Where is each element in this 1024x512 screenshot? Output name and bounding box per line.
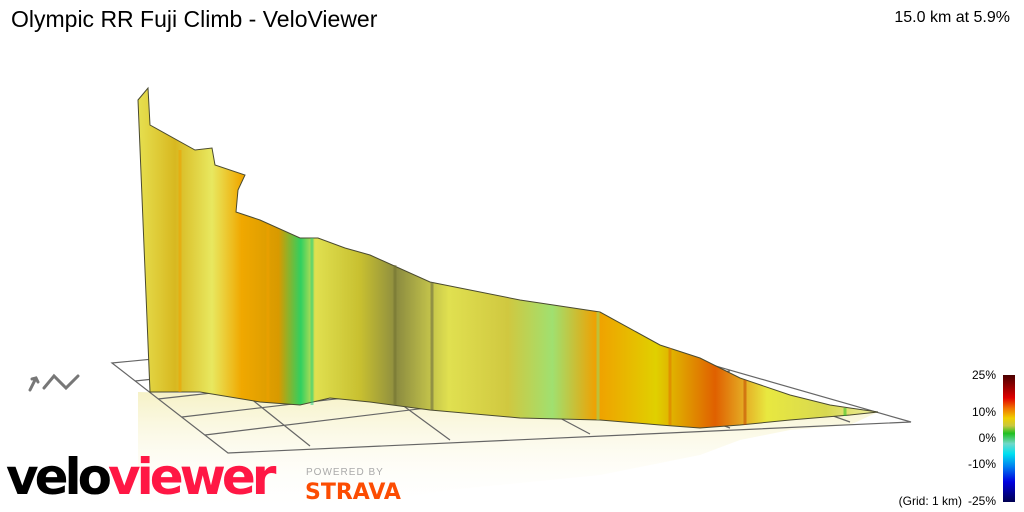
grid-scale-note: (Grid: 1 km)	[898, 494, 962, 508]
legend-label-10: 10%	[971, 405, 996, 419]
elevation-ribbon	[137, 86, 879, 429]
logo-velo: velo	[6, 448, 112, 506]
strava-logo[interactable]: STRAVA	[305, 480, 401, 505]
climb-stats: 15.0 km at 5.9%	[894, 9, 1010, 26]
veloviewer-logo[interactable]: veloviewer	[6, 452, 276, 502]
legend-label-0: 0%	[978, 431, 996, 445]
legend-label-neg25: -25%	[967, 494, 996, 508]
powered-by-label: POWERED BY	[306, 467, 384, 478]
legend-label-25: 25%	[971, 368, 996, 382]
logo-viewer: viewer	[108, 448, 276, 506]
north-arrow-icon	[28, 373, 80, 392]
page-title: Olympic RR Fuji Climb - VeloViewer	[11, 6, 378, 32]
gradient-colorbar	[1003, 375, 1015, 502]
legend-label-neg10: -10%	[967, 457, 996, 471]
ribbon-stripes	[178, 150, 847, 425]
